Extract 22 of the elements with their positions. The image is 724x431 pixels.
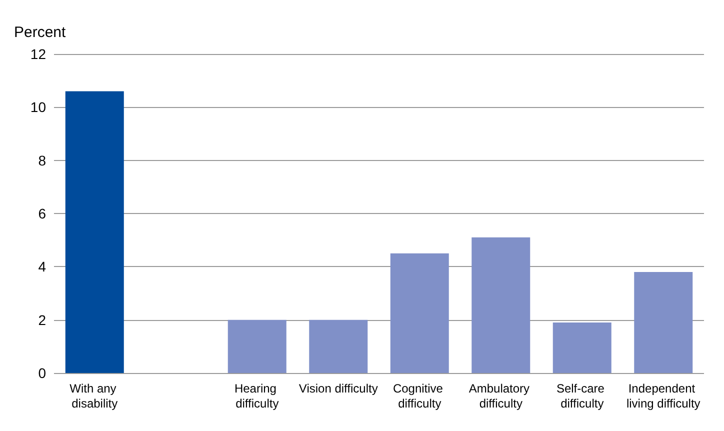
y-tick-label: 8 xyxy=(38,152,46,168)
y-tick-label: 0 xyxy=(38,365,46,381)
x-tick-label: Hearing difficulty xyxy=(234,382,280,410)
bar xyxy=(309,320,368,373)
x-tick-label: Independent living difficulty xyxy=(626,382,700,410)
y-tick-label: 2 xyxy=(38,312,46,328)
x-tick-label: With any disability xyxy=(70,382,120,410)
y-tick-label: 6 xyxy=(38,206,46,222)
y-axis-title: Percent xyxy=(14,24,67,41)
bar xyxy=(390,253,449,373)
bar xyxy=(472,237,530,373)
x-tick-label: Ambulatory difficulty xyxy=(468,382,533,410)
x-tick-label: Self-care difficulty xyxy=(556,382,608,410)
bar xyxy=(634,272,693,373)
y-tick-label: 4 xyxy=(38,258,46,275)
bar xyxy=(552,322,612,373)
bar xyxy=(65,91,124,373)
y-tick-label: 12 xyxy=(30,46,46,62)
y-tick-label: 10 xyxy=(30,99,46,116)
x-tick-label: Cognitive difficulty xyxy=(392,382,446,410)
x-tick-label: Vision difficulty xyxy=(298,382,378,396)
bar xyxy=(228,320,286,373)
